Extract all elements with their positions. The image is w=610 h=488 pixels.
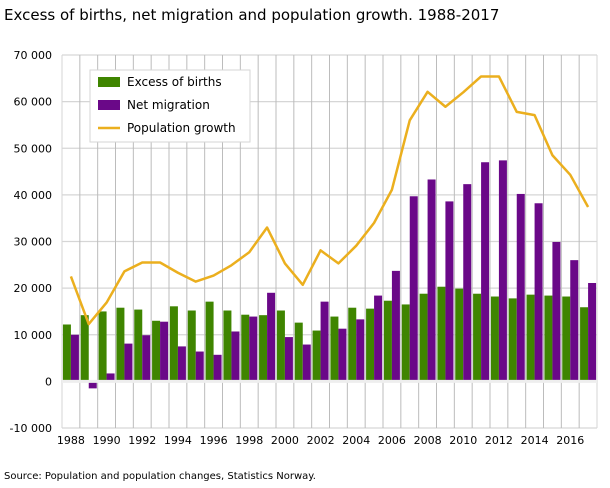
bar-births xyxy=(187,310,196,382)
bar-births xyxy=(419,293,428,382)
x-tick-label: 2008 xyxy=(414,434,442,447)
bar-migration xyxy=(195,351,204,382)
x-tick-label: 2010 xyxy=(449,434,477,447)
bar-migration xyxy=(177,346,186,382)
bar-migration xyxy=(267,292,276,382)
bar-migration xyxy=(516,193,525,382)
y-tick-label: 40 000 xyxy=(14,189,53,202)
bar-births xyxy=(508,298,517,382)
legend-label: Excess of births xyxy=(127,75,222,89)
bar-migration xyxy=(88,381,97,389)
x-tick-label: 1996 xyxy=(200,434,228,447)
bar-births xyxy=(401,304,410,382)
y-tick-label: 70 000 xyxy=(14,49,53,62)
bar-births xyxy=(526,294,535,382)
bar-births xyxy=(312,330,321,382)
bar-births xyxy=(330,316,339,382)
legend-label: Net migration xyxy=(127,98,210,112)
bar-births xyxy=(259,315,268,382)
bar-births xyxy=(544,295,553,382)
bar-births xyxy=(366,308,375,382)
bar-migration xyxy=(302,344,311,382)
bar-migration xyxy=(231,331,240,382)
bar-births xyxy=(98,311,107,382)
x-tick-label: 2012 xyxy=(485,434,513,447)
bar-births xyxy=(383,300,392,382)
bar-migration xyxy=(374,295,383,382)
x-tick-label: 2000 xyxy=(271,434,299,447)
bar-births xyxy=(80,315,89,382)
bar-births xyxy=(490,296,499,382)
y-tick-label: 30 000 xyxy=(14,236,53,249)
bar-migration xyxy=(106,373,115,382)
bar-births xyxy=(473,293,482,382)
bar-migration xyxy=(70,334,79,382)
bar-migration xyxy=(160,321,169,382)
y-tick-label: 50 000 xyxy=(14,142,53,155)
x-tick-label: 1998 xyxy=(235,434,263,447)
bar-births xyxy=(348,307,357,382)
bar-migration xyxy=(552,241,561,382)
x-tick-label: 1990 xyxy=(93,434,121,447)
bar-migration xyxy=(409,196,418,382)
bar-births xyxy=(294,322,303,382)
line-population-growth xyxy=(69,75,590,326)
bar-births xyxy=(205,301,214,382)
bar-migration xyxy=(124,343,133,382)
bar-migration xyxy=(356,319,365,382)
x-tick-label: 2002 xyxy=(307,434,335,447)
y-tick-label: 60 000 xyxy=(14,96,53,109)
x-tick-label: 2004 xyxy=(342,434,370,447)
bar-births xyxy=(62,324,71,382)
bar-migration xyxy=(534,203,543,382)
bar-migration xyxy=(498,160,507,382)
chart-title: Excess of births, net migration and popu… xyxy=(4,6,500,24)
x-tick-label: 1988 xyxy=(57,434,85,447)
x-tick-label: 2014 xyxy=(521,434,549,447)
bar-migration xyxy=(284,337,293,382)
bar-migration xyxy=(463,184,472,382)
x-tick-label: 2016 xyxy=(556,434,584,447)
bar-births xyxy=(276,310,285,382)
bar-births xyxy=(562,296,571,382)
bar-births xyxy=(455,288,464,382)
y-tick-label: 0 xyxy=(45,375,52,388)
bar-migration xyxy=(588,282,597,382)
x-tick-label: 1992 xyxy=(128,434,156,447)
bar-births xyxy=(437,286,446,382)
bar-migration xyxy=(320,301,329,382)
y-tick-label: -10 000 xyxy=(10,422,52,435)
bar-migration xyxy=(445,201,454,382)
y-tick-label: 10 000 xyxy=(14,329,53,342)
bar-migration xyxy=(391,270,400,382)
legend-label: Population growth xyxy=(127,121,236,135)
bar-births xyxy=(241,314,250,382)
bar-migration xyxy=(249,316,258,382)
bar-migration xyxy=(570,260,579,382)
bar-migration xyxy=(142,335,151,382)
bar-births xyxy=(152,320,161,382)
bar-births xyxy=(580,307,589,382)
chart-source: Source: Population and population change… xyxy=(4,471,316,482)
bar-migration xyxy=(213,354,222,382)
bar-births xyxy=(134,309,143,382)
y-tick-label: 20 000 xyxy=(14,282,53,295)
x-tick-label: 2006 xyxy=(378,434,406,447)
bar-births xyxy=(169,306,178,382)
bar-migration xyxy=(427,179,436,382)
bar-births xyxy=(223,310,232,382)
bar-births xyxy=(116,307,125,382)
bar-migration xyxy=(481,162,490,382)
x-tick-label: 1994 xyxy=(164,434,192,447)
legend-swatch xyxy=(98,100,120,110)
bar-migration xyxy=(338,328,347,382)
legend-swatch xyxy=(98,77,120,87)
